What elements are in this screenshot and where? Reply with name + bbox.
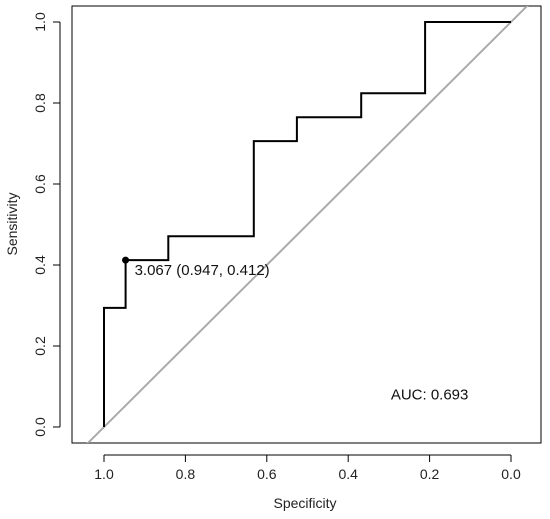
reference-diagonal-line (86, 6, 529, 443)
x-tick-label: 0.6 (257, 466, 277, 482)
y-tick-label: 0.0 (32, 417, 48, 437)
plot-frame (71, 5, 542, 444)
y-tick-label: 0.2 (32, 336, 48, 356)
series-layer: 3.067 (0.947, 0.412) (86, 6, 529, 443)
threshold-point (122, 256, 130, 264)
x-tick-label: 1.0 (94, 466, 114, 482)
x-axis-title: Specificity (273, 495, 336, 511)
threshold-label: 3.067 (0.947, 0.412) (135, 262, 270, 279)
y-tick-label: 0.6 (32, 174, 48, 194)
x-tick-label: 0.0 (501, 466, 521, 482)
auc-annotation: AUC: 0.693 (391, 387, 469, 404)
y-tick-label: 0.4 (32, 255, 48, 275)
roc-curve (103, 21, 511, 427)
x-tick-label: 0.8 (176, 466, 196, 482)
x-tick-label: 0.2 (420, 466, 440, 482)
x-axis: 1.0 0.8 0.6 0.4 0.2 0.0 (94, 454, 521, 482)
y-tick-label: 1.0 (32, 12, 48, 32)
y-axis: 0.0 0.2 0.4 0.6 0.8 1.0 (32, 12, 61, 437)
x-tick-label: 0.4 (338, 466, 358, 482)
y-tick-label: 0.8 (32, 93, 48, 113)
y-axis-title: Sensitivity (4, 192, 20, 255)
